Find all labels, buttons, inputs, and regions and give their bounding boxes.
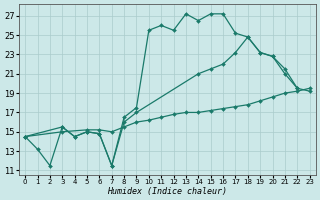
X-axis label: Humidex (Indice chaleur): Humidex (Indice chaleur) (108, 187, 228, 196)
